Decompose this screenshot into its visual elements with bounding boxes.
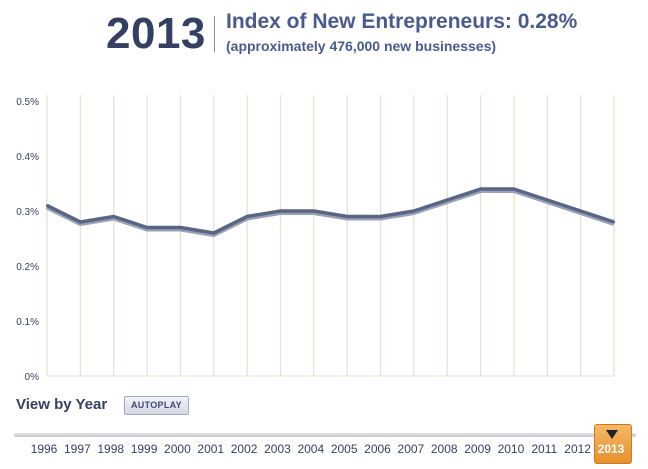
selected-year-arrow-icon	[606, 430, 618, 439]
year-option-2000[interactable]: 2000	[164, 442, 191, 456]
y-tick-label: 0.4%	[16, 152, 39, 163]
chart-title: Index of New Entrepreneurs: 0.28%	[226, 10, 578, 33]
view-by-year-label: View by Year	[16, 396, 108, 413]
year-option-2005[interactable]: 2005	[330, 442, 358, 456]
y-tick-label: 0.3%	[16, 207, 39, 218]
data-point	[245, 215, 249, 218]
data-point	[212, 231, 215, 235]
year-option-2007[interactable]: 2007	[397, 442, 425, 456]
data-point	[279, 209, 282, 213]
year-option-2004[interactable]: 2004	[297, 442, 325, 456]
timeline-track	[14, 433, 636, 437]
year-option-2009[interactable]: 2009	[464, 442, 491, 456]
year-option-2012[interactable]: 2012	[564, 442, 591, 456]
chart-header: 2013 Index of New Entrepreneurs: 0.28% (…	[0, 0, 648, 70]
year-option-2001[interactable]: 2001	[197, 442, 225, 456]
data-point	[479, 187, 482, 191]
autoplay-button[interactable]: AUTOPLAY	[124, 396, 189, 415]
year-option-2002[interactable]: 2002	[230, 442, 258, 456]
data-point	[179, 226, 182, 229]
year-option-1999[interactable]: 1999	[130, 442, 158, 456]
y-tick-label: 0.1%	[16, 317, 39, 328]
year-option-1997[interactable]: 1997	[63, 442, 91, 456]
data-point	[546, 198, 549, 202]
y-tick-label: 0.2%	[16, 262, 39, 273]
data-point	[612, 220, 616, 224]
year-option-2011[interactable]: 2011	[531, 442, 558, 456]
year-option-2013[interactable]: 2013	[597, 442, 625, 456]
data-point	[379, 215, 382, 218]
year-option-2008[interactable]: 2008	[430, 442, 458, 456]
data-point	[312, 209, 316, 213]
year-option-2010[interactable]: 2010	[497, 442, 525, 456]
data-point	[79, 220, 82, 224]
data-point	[45, 204, 49, 207]
data-point	[446, 198, 449, 202]
data-point	[345, 215, 349, 218]
y-tick-label: 0%	[25, 372, 40, 383]
header-divider	[214, 16, 215, 52]
selected-year-display: 2013	[106, 9, 206, 58]
year-option-1998[interactable]: 1998	[97, 442, 125, 456]
y-tick-label: 0.5%	[16, 97, 39, 108]
data-point	[579, 209, 582, 213]
selected-year-marker[interactable]	[594, 424, 632, 464]
year-selector: 1996 1997 1998 1999 2000 2001 2002 2003 2004 2005…	[0, 440, 648, 462]
line-chart: 0% 0.1% 0.2% 0.3% 0.4% 0.5%	[16, 95, 616, 383]
year-option-2003[interactable]: 2003	[264, 442, 291, 456]
data-point	[112, 215, 115, 218]
series-line	[46, 187, 615, 235]
chart-subtitle: (approximately 476,000 new businesses)	[226, 38, 497, 54]
data-point	[412, 209, 416, 213]
year-option-2006[interactable]: 2006	[364, 442, 391, 456]
year-option-1996[interactable]: 1996	[30, 442, 58, 456]
data-point	[512, 187, 516, 191]
data-point	[145, 226, 149, 229]
